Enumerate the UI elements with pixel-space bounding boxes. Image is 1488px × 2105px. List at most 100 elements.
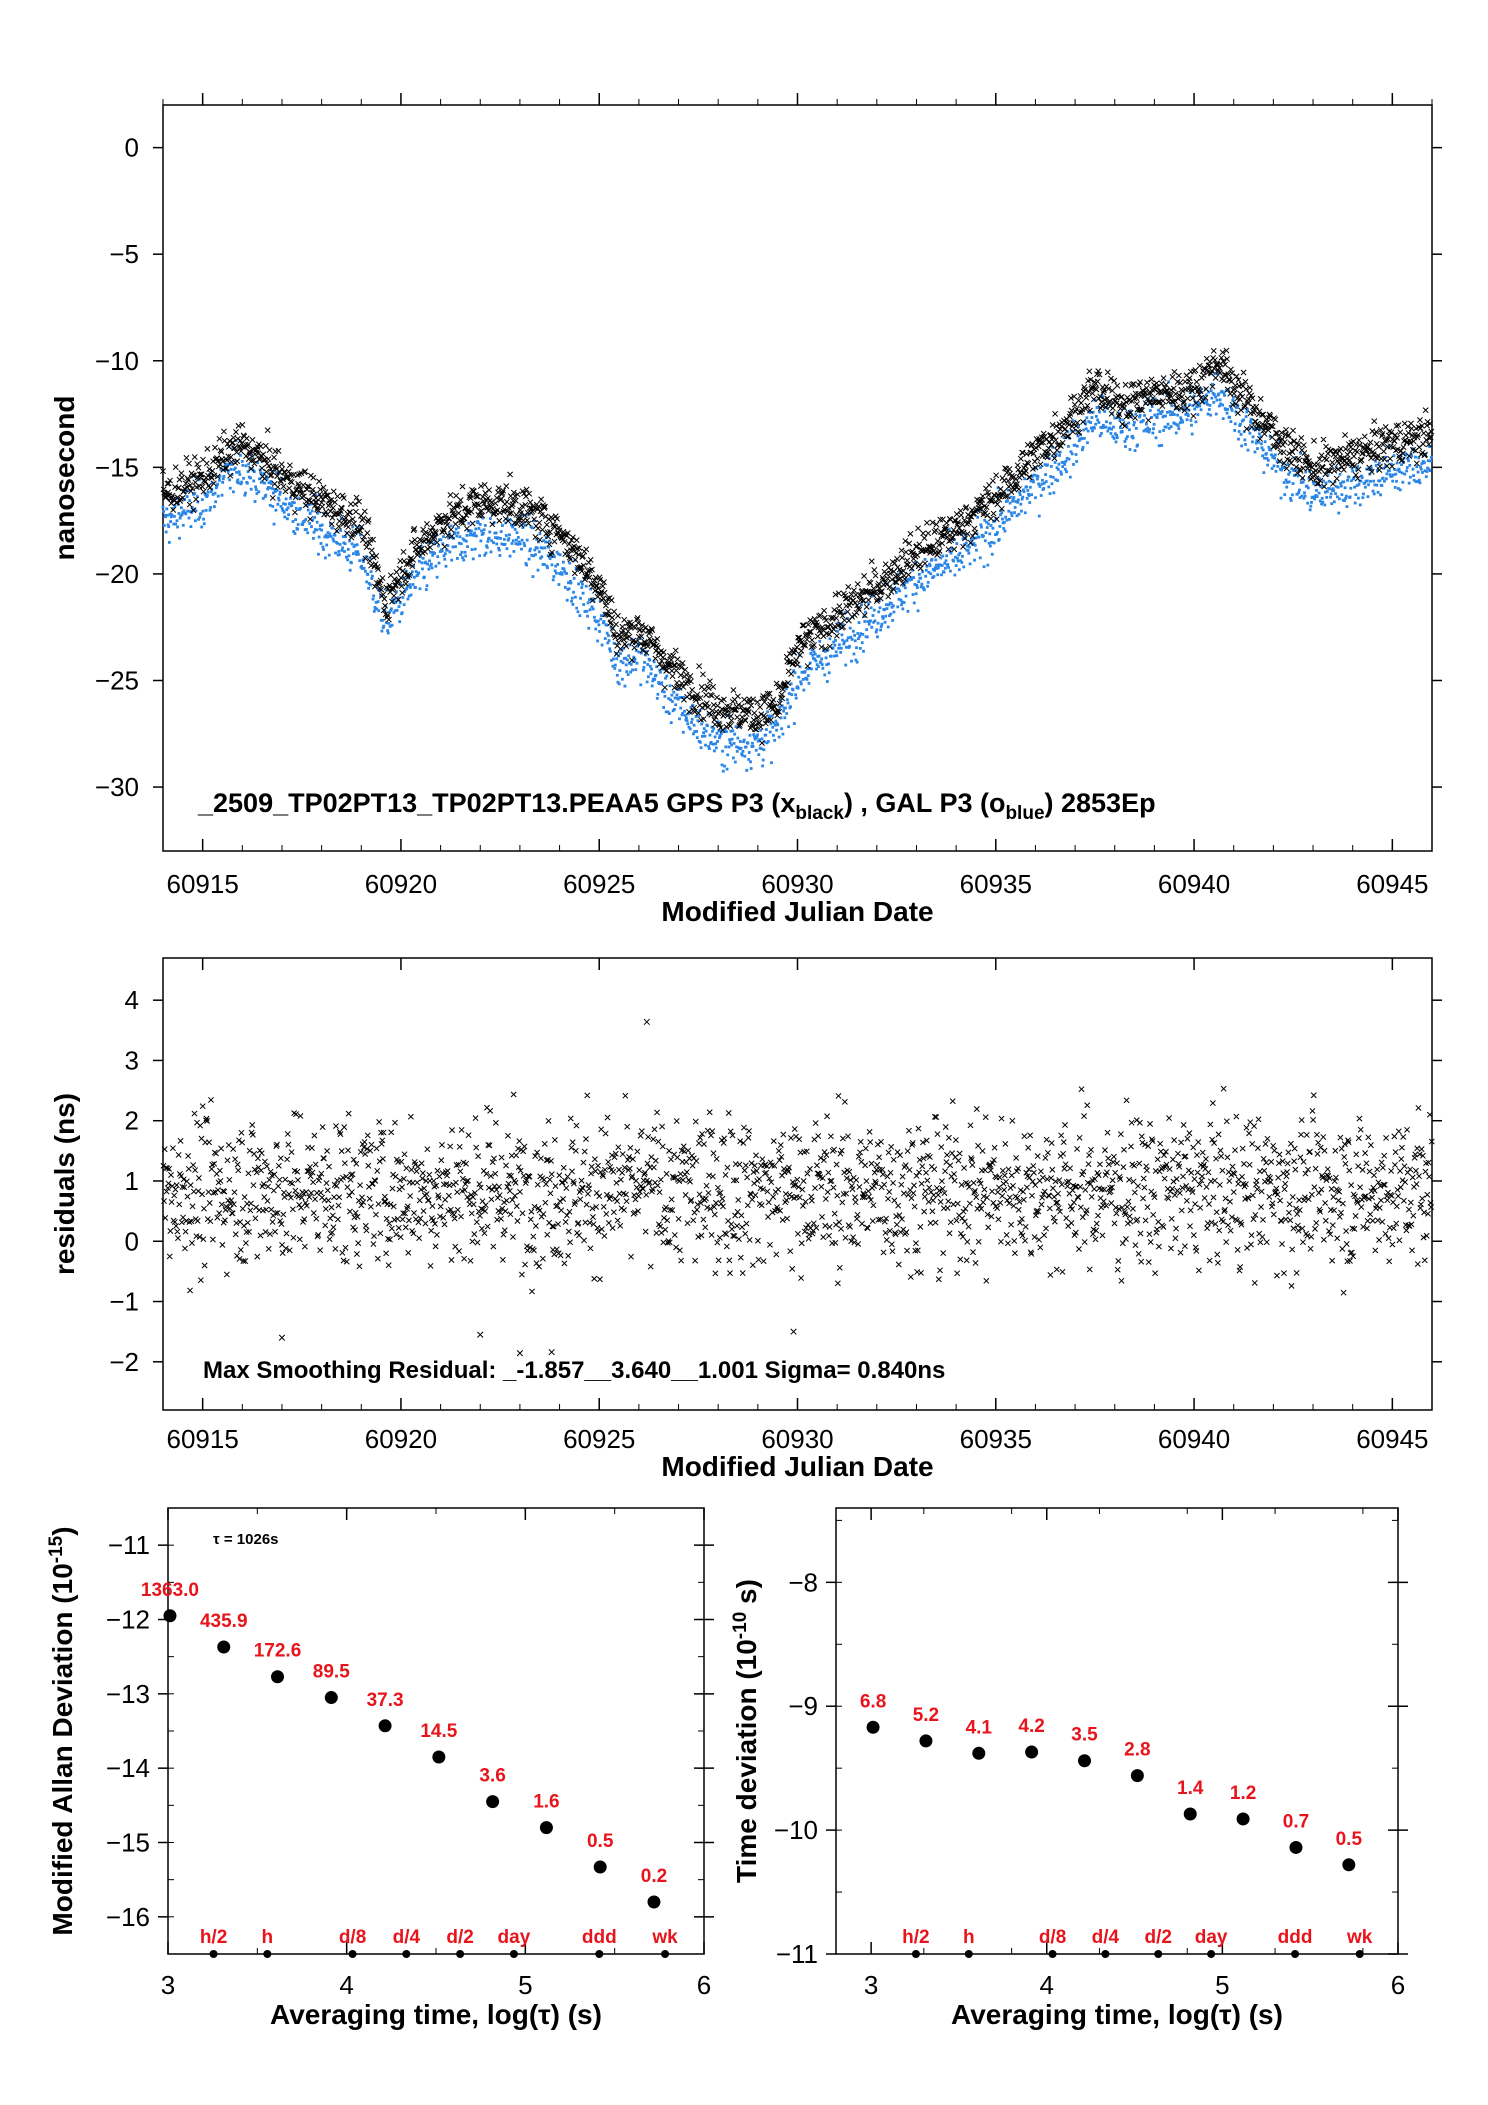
gps-p3-point [1219, 349, 1226, 356]
gal-p3-point [690, 721, 693, 724]
gal-p3-point [539, 556, 542, 560]
gps-p3-point [1413, 460, 1420, 467]
gal-p3-point [184, 512, 188, 516]
residual-point [544, 1231, 551, 1238]
gps-p3-point [291, 490, 298, 497]
residual-point [507, 1211, 514, 1218]
gal-p3-point [1126, 435, 1129, 439]
residual-point [326, 1236, 333, 1243]
gps-p3-point [347, 509, 354, 516]
gal-p3-point [296, 523, 300, 526]
gps-p3-point [885, 593, 892, 600]
gps-p3-point [608, 597, 615, 604]
residual-point [192, 1167, 199, 1174]
gal-p3-point [1004, 515, 1008, 519]
gps-p3-point [244, 443, 251, 450]
residual-point [595, 1228, 602, 1235]
gps-p3-point [1422, 407, 1429, 414]
gal-p3-point [903, 586, 907, 590]
gal-p3-point [1383, 479, 1386, 483]
gps-p3-point [1212, 374, 1219, 381]
residual-point [260, 1181, 267, 1188]
gal-p3-point [1154, 436, 1158, 440]
gal-p3-point [1245, 410, 1249, 414]
gal-p3-point [311, 536, 315, 540]
gal-p3-point [1355, 468, 1358, 472]
gal-p3-point [1427, 467, 1431, 471]
residual-point [454, 1189, 461, 1196]
gal-p3-point [1065, 456, 1069, 460]
gal-p3-point [683, 709, 686, 713]
gal-p3-point [497, 548, 501, 552]
residual-point [619, 1151, 626, 1158]
gal-p3-point [1178, 421, 1182, 425]
gps-p3-point [793, 644, 800, 651]
gal-p3-point [237, 470, 241, 474]
gal-p3-point [653, 678, 657, 681]
gps-p3-point [233, 429, 239, 435]
gal-p3-point [1180, 418, 1184, 422]
gps-p3-point [1045, 445, 1052, 452]
gal-p3-point [1353, 485, 1356, 489]
gal-p3-point [1246, 448, 1250, 452]
residual-point [563, 1185, 570, 1191]
residual-point [316, 1174, 323, 1181]
residual-point [173, 1223, 180, 1229]
gal-p3-point [394, 601, 398, 604]
gps-p3-point [934, 538, 941, 544]
residual-point [515, 1145, 522, 1152]
gal-p3-point [568, 580, 572, 583]
gal-p3-point [403, 590, 407, 594]
gal-p3-point [703, 734, 707, 738]
residual-point [279, 1250, 286, 1256]
residual-point [573, 1122, 580, 1129]
residual-point [633, 1184, 640, 1191]
gal-p3-point [901, 607, 905, 611]
gal-p3-point [887, 603, 891, 607]
gal-p3-point [198, 515, 202, 519]
gal-p3-point [1388, 473, 1392, 476]
gps-p3-point [571, 543, 578, 550]
gal-p3-point [842, 642, 846, 646]
gal-p3-point [776, 723, 780, 727]
gps-p3-point [771, 703, 778, 710]
gps-p3-point [720, 696, 727, 703]
residual-point [457, 1168, 464, 1175]
residual-point [521, 1143, 528, 1150]
gal-p3-point [1245, 407, 1249, 411]
gal-p3-point [357, 552, 360, 556]
residual-point [317, 1247, 324, 1254]
residual-point [196, 1233, 203, 1240]
gps-p3-point [411, 525, 418, 532]
gps-p3-point [1240, 369, 1247, 376]
residual-point [628, 1174, 635, 1181]
residual-point [283, 1230, 290, 1237]
gps-p3-point [793, 657, 800, 663]
gal-p3-point [942, 570, 946, 574]
gal-p3-point [1082, 436, 1086, 440]
gps-p3-point [260, 451, 267, 458]
gal-p3-point [671, 700, 674, 703]
gal-p3-point [714, 742, 718, 746]
residual-point [652, 1157, 659, 1164]
gps-p3-point [917, 565, 924, 572]
gps-p3-point [224, 457, 231, 463]
residual-point [475, 1153, 482, 1160]
gal-p3-point [911, 593, 915, 596]
gps-p3-point [1316, 456, 1323, 463]
gal-p3-point [714, 746, 718, 750]
gal-p3-point [178, 536, 181, 540]
residual-point [187, 1182, 194, 1189]
gal-p3-point [1429, 455, 1433, 459]
residual-point [184, 1193, 191, 1200]
gps-p3-point [580, 553, 586, 559]
gal-p3-point [902, 584, 905, 588]
gps-p3-point [345, 524, 352, 530]
gal-p3-point [528, 549, 532, 553]
residual-point [546, 1176, 553, 1183]
gal-p3-point [1150, 415, 1153, 419]
gal-p3-point [656, 692, 660, 696]
residual-point [666, 1239, 673, 1246]
gps-p3-point [547, 529, 553, 535]
gps-p3-point [1034, 455, 1041, 462]
